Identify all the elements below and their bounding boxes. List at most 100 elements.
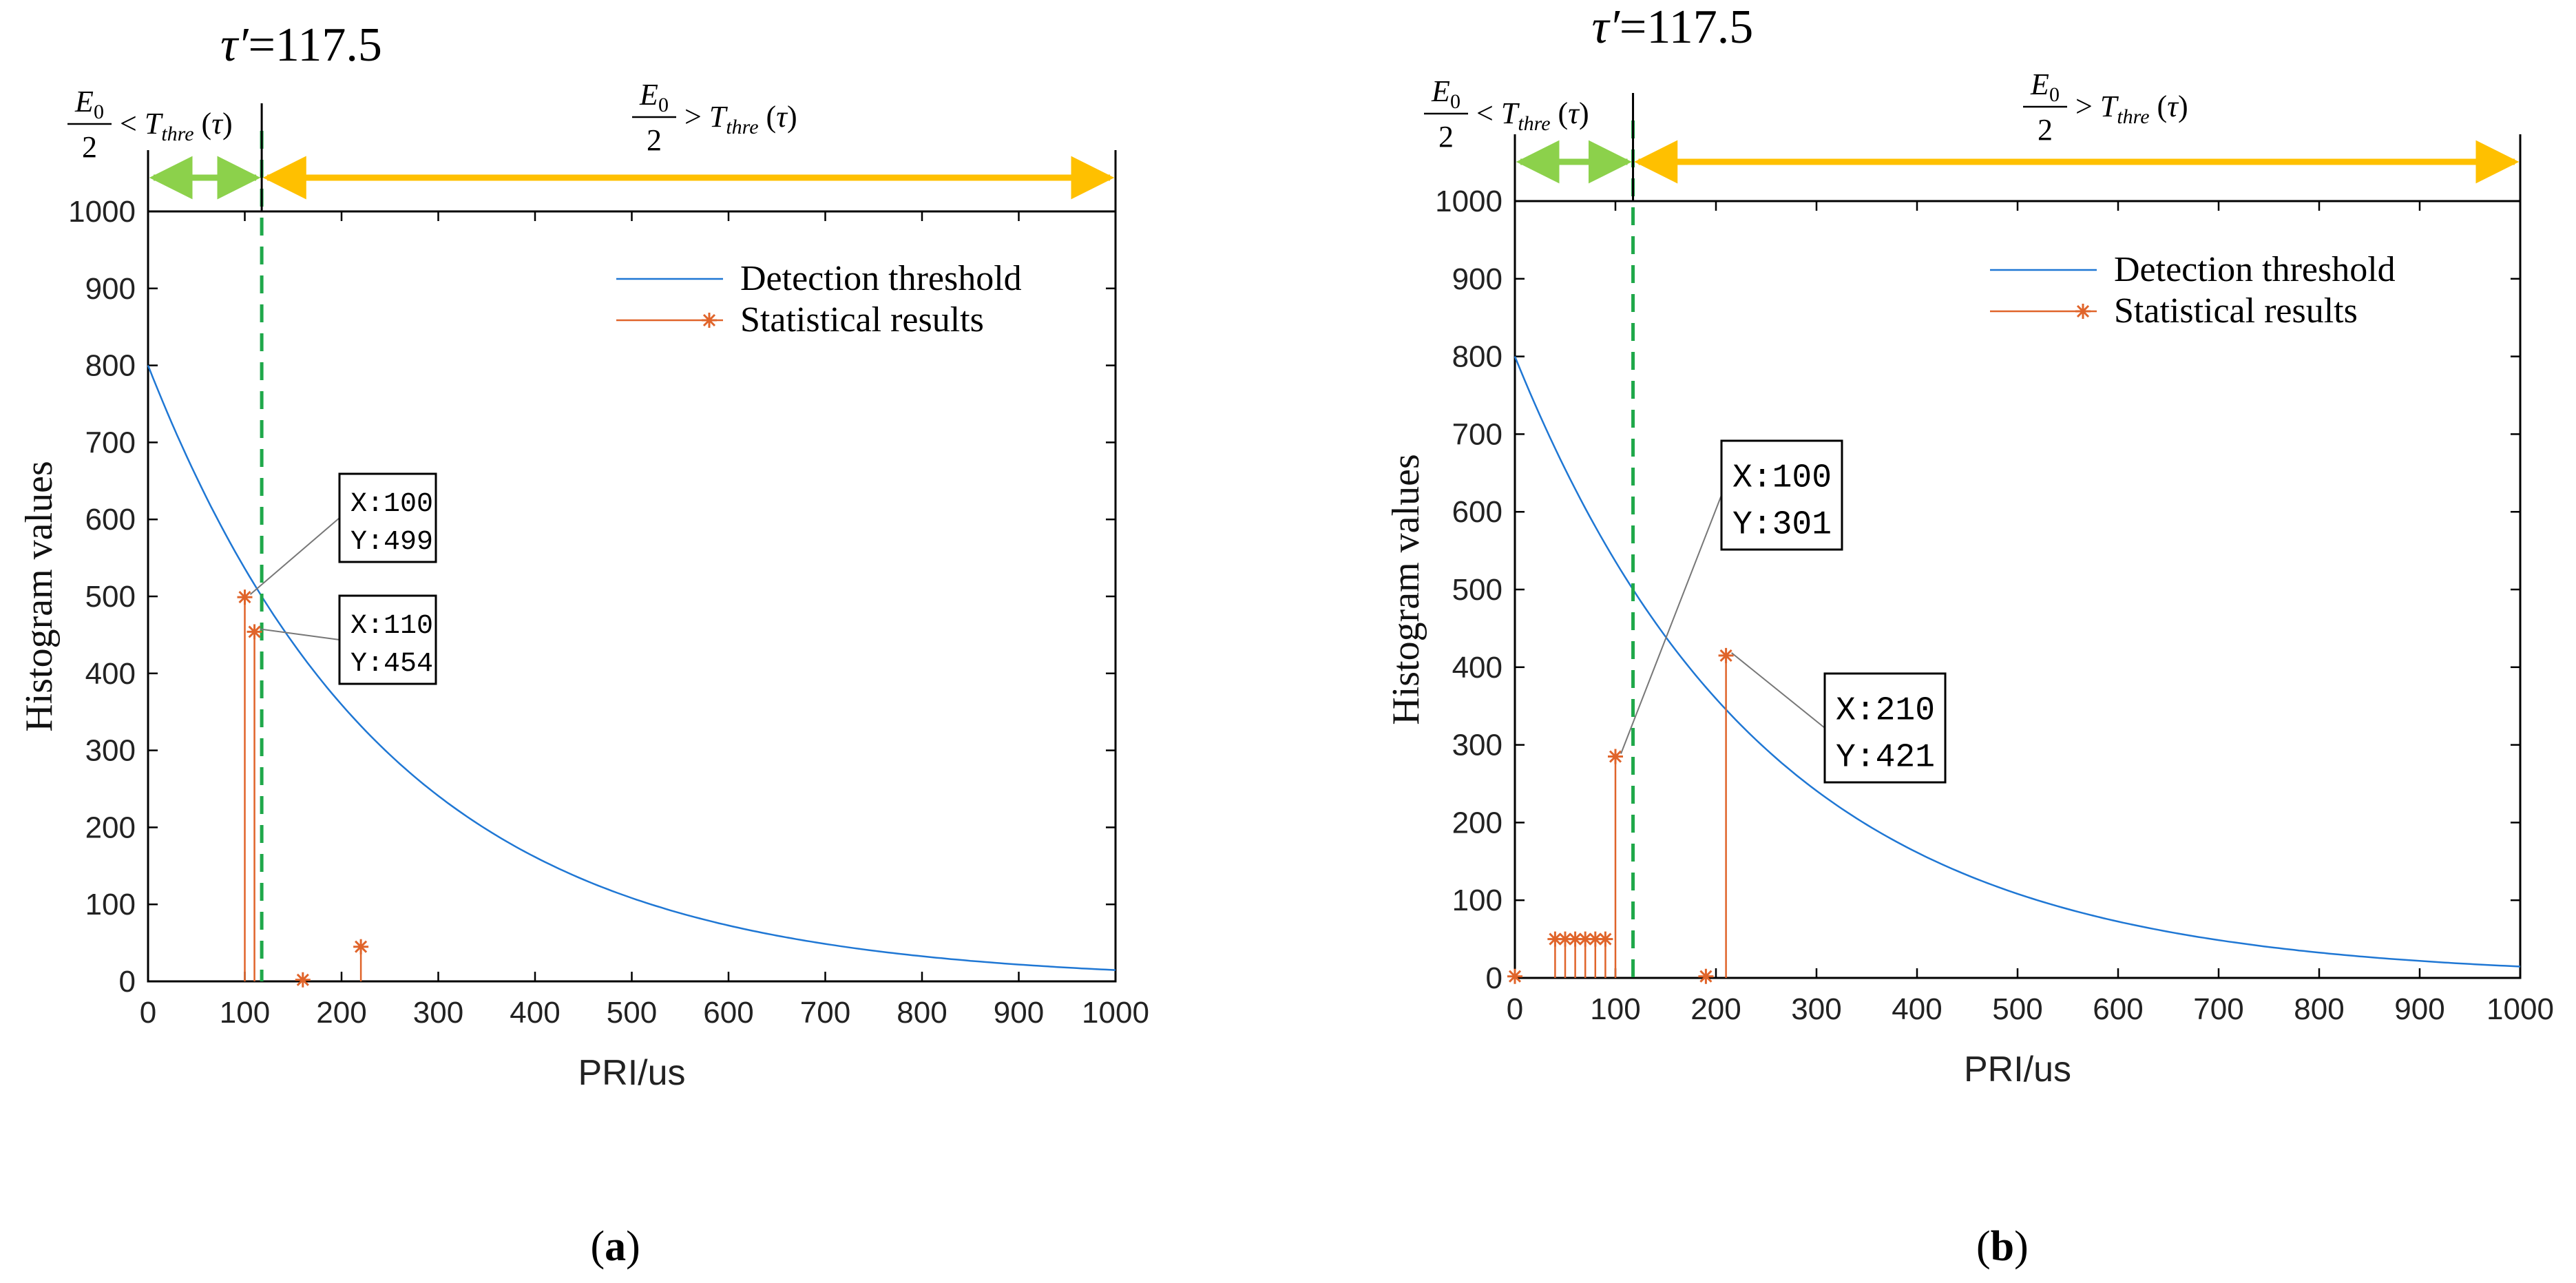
x-tick-label: 700: [800, 996, 850, 1030]
x-tick-label: 200: [1690, 992, 1741, 1026]
formula-rhs: > Tthre (τ): [2075, 90, 2188, 128]
y-tick-label: 400: [85, 657, 136, 691]
formula-denominator: 2: [2038, 113, 2053, 147]
plot-frame: [1514, 200, 2522, 979]
tau-label: τ′=117.5: [1592, 1, 1754, 54]
x-axis-label: PRI/us: [578, 1053, 685, 1093]
y-axis-label: Histogram values: [1385, 454, 1427, 724]
y-tick-label: 500: [85, 580, 136, 614]
panel-label: (a): [591, 1223, 640, 1270]
y-tick-label: 0: [1486, 961, 1502, 995]
formula-rhs: < Tthre (τ): [120, 107, 233, 145]
datatip-leader: [260, 628, 340, 640]
datatip-x: X:100: [350, 489, 433, 520]
legend-label-stats: Statistical results: [2114, 291, 2358, 331]
formula-right: E0 2 > Tthre (τ): [632, 78, 797, 157]
y-tick-label: 200: [85, 811, 136, 844]
threshold-curve: [1514, 356, 2521, 968]
x-tick-label: 200: [316, 996, 366, 1030]
y-tick-label: 900: [85, 272, 136, 306]
formula-denominator: 2: [647, 123, 662, 157]
datatip-y: Y:301: [1732, 506, 1832, 543]
datatip-leader: [249, 517, 340, 595]
asterisk-icon: [1598, 931, 1613, 947]
x-tick-label: 300: [1791, 992, 1841, 1026]
formula-left: E0 2 < Tthre (τ): [1424, 74, 1589, 154]
formula-rhs: > Tthre (τ): [684, 100, 797, 138]
datatip-box: [1720, 439, 1843, 551]
legend-asterisk-icon: [702, 313, 717, 328]
threshold-curve: [147, 365, 1116, 971]
y-tick-label: 300: [1452, 729, 1502, 762]
y-tick-label: 700: [1452, 417, 1502, 451]
datatip-y: Y:421: [1836, 739, 1935, 776]
formula-numerator: E0: [639, 78, 669, 116]
formula-right: E0 2 > Tthre (τ): [2023, 67, 2188, 147]
tau-label: τ′=117.5: [220, 19, 382, 72]
x-tick-label: 900: [994, 996, 1044, 1030]
legend-label-threshold: Detection threshold: [740, 259, 1022, 298]
asterisk-icon: [1718, 647, 1734, 663]
formula-rhs: < Tthre (τ): [1476, 96, 1589, 135]
x-tick-label: 400: [510, 996, 560, 1030]
asterisk-icon: [295, 972, 311, 988]
y-axis-label: Histogram values: [18, 461, 61, 731]
x-tick-label: 700: [2193, 992, 2243, 1026]
datatip-x: X:100: [1732, 459, 1832, 497]
datatip-box: [1823, 672, 1947, 784]
asterisk-icon: [1507, 968, 1522, 984]
y-tick-label: 600: [1452, 495, 1502, 529]
y-tick-label: 800: [85, 349, 136, 383]
formula-denominator: 2: [1438, 120, 1454, 154]
x-tick-label: 400: [1892, 992, 1942, 1026]
y-tick-label: 0: [119, 965, 136, 999]
y-tick-label: 100: [1452, 884, 1502, 917]
formula-left: E0 2 < Tthre (τ): [67, 85, 233, 164]
formula-denominator: 2: [82, 130, 97, 164]
asterisk-icon: [237, 590, 253, 605]
panel-b: 0 100 200 300 400 500 600 700 800 900 1000 0 100 200 3…: [1385, 1, 2554, 1270]
datatip-x: X:110: [350, 611, 433, 642]
x-tick-label: 1000: [1082, 996, 1149, 1030]
datatip-leader: [1730, 652, 1825, 729]
x-tick-label: 300: [413, 996, 463, 1030]
datatip-leader: [1620, 494, 1722, 754]
datatip-y: Y:499: [350, 527, 433, 558]
legend-label-threshold: Detection threshold: [2114, 250, 2396, 289]
y-tick-label: 400: [1452, 651, 1502, 685]
legend-label-stats: Statistical results: [740, 300, 984, 340]
panel-a: 0 100 200 300 400 500 600 700 800 900 1000 0 100 200 3…: [18, 19, 1149, 1270]
x-tick-label: 0: [140, 996, 156, 1030]
y-tick-label: 100: [85, 888, 136, 921]
y-tick-label: 1000: [68, 195, 136, 229]
y-tick-label: 200: [1452, 806, 1502, 839]
x-tick-label: 100: [1590, 992, 1640, 1026]
asterisk-icon: [1608, 749, 1623, 764]
x-tick-label: 600: [2093, 992, 2143, 1026]
asterisk-icon: [1698, 968, 1714, 984]
y-tick-label: 600: [85, 503, 136, 536]
y-tick-label: 1000: [1435, 185, 1502, 218]
y-tick-label: 800: [1452, 340, 1502, 374]
datatip-box: [338, 594, 437, 685]
y-tick-label: 700: [85, 426, 136, 459]
formula-numerator: E0: [74, 85, 104, 123]
x-tick-label: 500: [607, 996, 657, 1030]
datatip-box: [338, 472, 437, 563]
asterisk-icon: [353, 939, 369, 955]
panel-label: (b): [1976, 1223, 2029, 1270]
x-tick-label: 1000: [2486, 992, 2554, 1026]
y-tick-label: 300: [85, 734, 136, 768]
formula-numerator: E0: [1431, 74, 1460, 113]
x-tick-label: 800: [897, 996, 947, 1030]
x-tick-label: 100: [220, 996, 270, 1030]
x-tick-label: 800: [2294, 992, 2344, 1026]
x-axis-label: PRI/us: [1964, 1050, 2071, 1089]
datatip-x: X:210: [1836, 692, 1935, 729]
x-tick-label: 900: [2394, 992, 2444, 1026]
x-tick-label: 500: [1992, 992, 2042, 1026]
formula-numerator: E0: [2030, 67, 2060, 106]
y-tick-label: 500: [1452, 573, 1502, 607]
x-tick-label: 600: [703, 996, 753, 1030]
